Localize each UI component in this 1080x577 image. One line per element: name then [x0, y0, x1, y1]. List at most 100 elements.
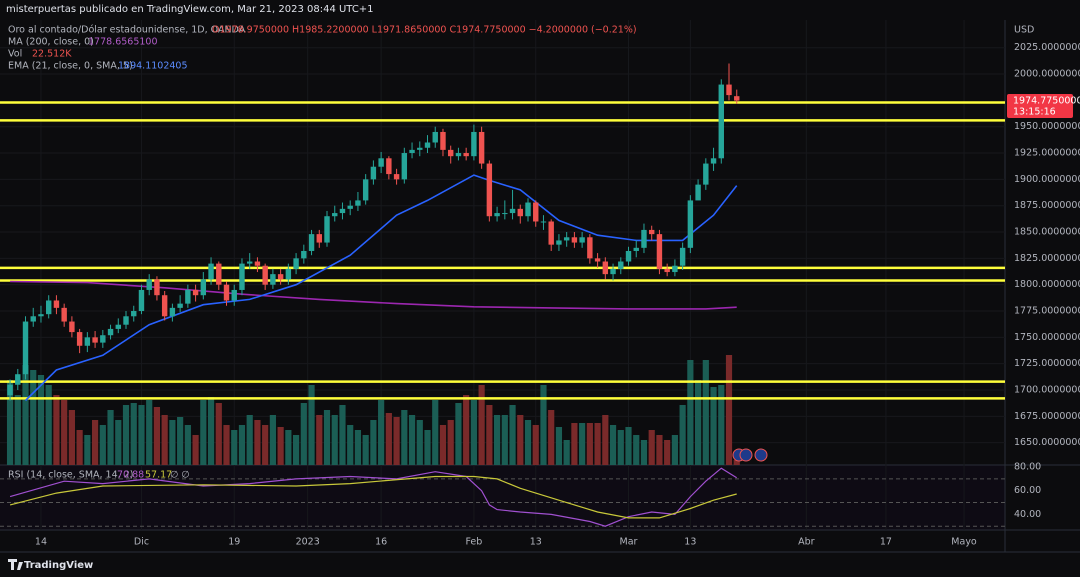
candle-body — [703, 163, 709, 185]
candle-body — [69, 321, 75, 333]
candle-body — [347, 205, 353, 209]
candle-body — [231, 289, 237, 301]
x-tick-label: Mayo — [951, 537, 977, 548]
volume-bar — [177, 417, 184, 465]
volume-bar — [401, 410, 408, 465]
line-series — [9, 467, 738, 527]
candle-body — [100, 335, 106, 343]
y-tick-label: 1750.0000000 — [1014, 332, 1080, 343]
volume-bar — [478, 385, 485, 465]
symbol: Oro al contado/Dólar estadounidense, 1D,… — [8, 25, 246, 36]
volume-bar — [323, 410, 331, 465]
candle-body — [84, 337, 91, 346]
volume-bar — [617, 430, 624, 465]
volume-bar — [548, 410, 555, 465]
volume-bar — [679, 405, 686, 465]
candle-body — [571, 237, 578, 243]
candle-body — [161, 295, 168, 317]
rsi-pane — [0, 465, 1005, 530]
volume-bar — [524, 420, 532, 465]
volume-bar — [540, 385, 547, 465]
candle-body — [618, 261, 624, 269]
candle-body — [22, 321, 29, 375]
rsi-legend: RSI (14, close, SMA, 14, 2) — [8, 470, 133, 481]
candle-body — [370, 166, 377, 180]
candle-body — [316, 234, 322, 243]
volume-bar — [115, 420, 122, 465]
y-tick-label: 1725.0000000 — [1014, 358, 1080, 369]
candle-body — [239, 263, 245, 290]
candle-body — [672, 265, 678, 273]
candle-body — [525, 202, 531, 217]
candle-body — [378, 158, 384, 167]
volume-bar — [393, 417, 400, 465]
event-icons[interactable] — [732, 448, 768, 462]
candle-body — [223, 284, 230, 301]
x-tick-label: Dic — [134, 537, 149, 548]
volume-bar — [640, 440, 648, 465]
volume-bar — [262, 425, 269, 465]
candle-body — [332, 213, 338, 217]
candle-body — [502, 213, 508, 215]
rsi-empty: ∅ ∅ — [170, 470, 190, 481]
volume-bar — [509, 405, 516, 465]
ma-value: 1778.6565100 — [88, 37, 158, 48]
volume-bar — [439, 425, 447, 465]
event-icon[interactable] — [739, 448, 753, 462]
ma-legend: MA (200, close, 0) — [8, 37, 94, 48]
candle-body — [393, 174, 400, 180]
candle-body — [417, 147, 423, 150]
candle-body — [695, 184, 701, 201]
candle-body — [107, 328, 114, 336]
candle-body — [362, 179, 369, 201]
volume-bar — [725, 355, 733, 465]
volume-bar — [370, 420, 377, 465]
candle-body — [123, 316, 129, 325]
volume-bar — [656, 435, 663, 465]
candle-body — [339, 208, 346, 214]
footer: TradingView — [24, 560, 93, 571]
volume-bar — [602, 415, 609, 465]
logo — [8, 559, 23, 570]
volume-bar — [455, 403, 462, 465]
candle-body — [216, 263, 222, 285]
candle-body — [185, 289, 191, 304]
volume-bar — [718, 385, 725, 465]
candle-body — [494, 213, 500, 217]
candle-body — [610, 268, 616, 275]
candle-body — [324, 216, 330, 243]
volume-bar — [463, 395, 470, 465]
line-series — [10, 280, 737, 310]
volume-bar — [316, 415, 323, 465]
candle-body — [687, 200, 694, 248]
volume-bar — [99, 425, 106, 465]
event-icon[interactable] — [754, 448, 768, 462]
x-tick-label: 13 — [530, 537, 542, 548]
volume-bar — [609, 425, 617, 465]
volume-bar — [378, 400, 385, 465]
volume-bar — [416, 420, 423, 465]
candle-body — [734, 96, 740, 101]
volume-bar — [517, 415, 524, 465]
candle-body — [579, 237, 585, 243]
candle-body — [262, 265, 268, 285]
candle-body — [154, 279, 160, 296]
volume-bar — [146, 400, 153, 465]
candle-body — [563, 237, 570, 241]
volume-bar — [339, 405, 346, 465]
volume-bar — [586, 423, 593, 465]
line-series — [24, 174, 738, 402]
volume-bar — [84, 435, 91, 465]
volume-bar — [30, 370, 37, 465]
x-tick-label: 17 — [880, 537, 892, 548]
candle-body — [440, 131, 446, 150]
volume-bar — [153, 407, 161, 465]
candle-body — [710, 158, 717, 164]
rsi-sma-value: 57.17 — [145, 470, 172, 481]
volume-bar — [161, 415, 168, 465]
y-tick-label: 1850.0000000 — [1014, 227, 1080, 238]
candle-body — [285, 268, 292, 280]
volume-bar — [277, 427, 284, 465]
candle-body — [633, 247, 639, 251]
candle-body — [270, 274, 276, 285]
